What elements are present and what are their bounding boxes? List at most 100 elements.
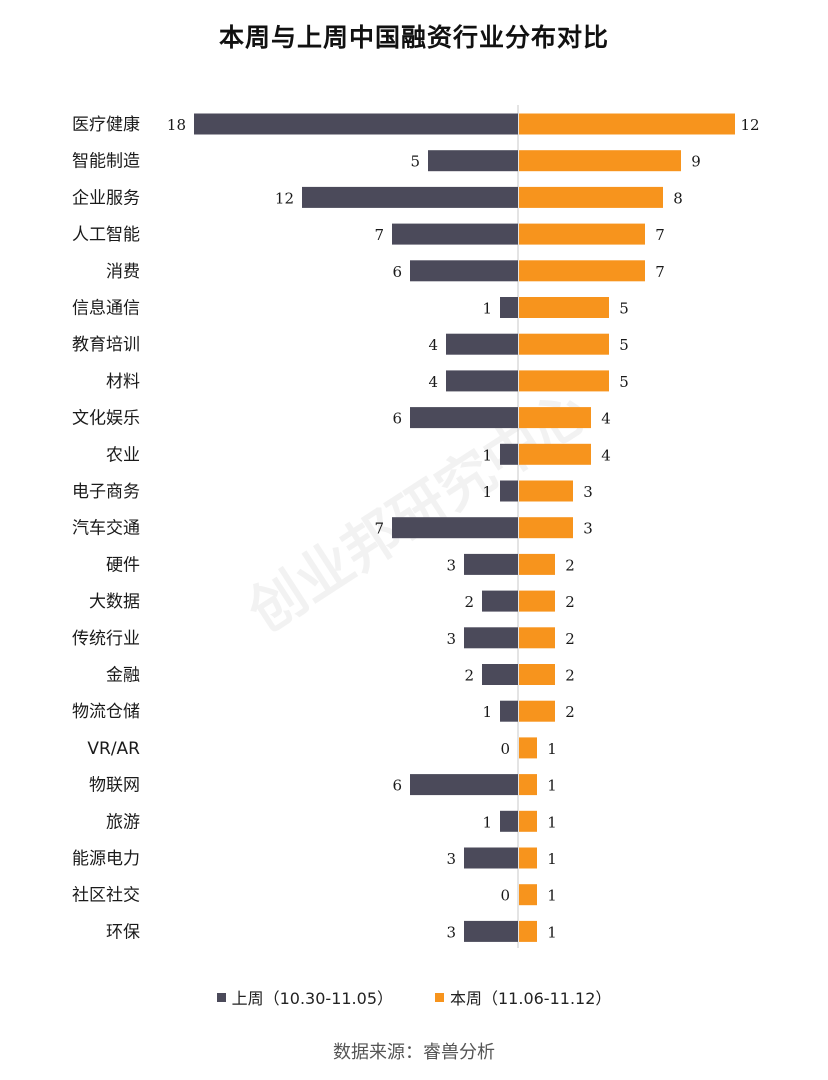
bar-this-week: [519, 590, 555, 612]
bar-this-week: [519, 737, 537, 759]
bar-this-week: [519, 297, 609, 318]
bar-last-week: [500, 443, 518, 465]
value-label-this-week: 5: [619, 300, 629, 318]
value-label-this-week: 1: [547, 777, 557, 795]
bar-last-week: [446, 333, 518, 355]
category-label: 文化娱乐: [72, 409, 140, 429]
bar-last-week: [500, 297, 518, 318]
value-label-last-week: 4: [428, 336, 438, 354]
category-label: 旅游: [106, 812, 140, 832]
category-label: VR/AR: [87, 739, 140, 759]
category-label: 大数据: [89, 592, 140, 612]
category-label: 能源电力: [72, 849, 140, 869]
value-label-this-week: 1: [547, 887, 557, 905]
value-label-last-week: 6: [392, 410, 402, 428]
value-label-last-week: 1: [482, 483, 492, 501]
category-label: 硬件: [106, 555, 140, 575]
value-label-this-week: 1: [547, 740, 557, 758]
value-label-this-week: 7: [655, 263, 665, 281]
category-labels: 医疗健康智能制造企业服务人工智能消费信息通信教育培训材料文化娱乐农业电子商务汽车…: [72, 115, 140, 942]
value-label-last-week: 0: [500, 887, 510, 905]
value-label-last-week: 3: [446, 923, 456, 941]
value-label-this-week: 4: [601, 410, 611, 428]
value-label-this-week: 2: [565, 556, 575, 574]
bar-this-week: [519, 774, 537, 796]
value-label-last-week: 3: [446, 630, 456, 648]
value-label-last-week: 0: [500, 740, 510, 758]
bar-last-week: [410, 774, 518, 796]
bar-last-week: [410, 407, 518, 429]
bar-this-week: [519, 407, 591, 429]
bar-this-week: [519, 700, 555, 722]
bar-this-week: [519, 333, 609, 355]
value-label-last-week: 1: [482, 703, 492, 721]
category-label: 物流仓储: [72, 702, 140, 722]
bar-this-week: [519, 884, 537, 906]
value-label-this-week: 4: [601, 446, 611, 464]
value-label-last-week: 1: [482, 300, 492, 318]
legend-swatch-last-week: [216, 992, 226, 1002]
bar-last-week: [392, 517, 518, 539]
value-label-last-week: 1: [482, 446, 492, 464]
value-label-last-week: 6: [392, 777, 402, 795]
value-label-last-week: 3: [446, 850, 456, 868]
value-label-this-week: 8: [673, 189, 683, 207]
bar-this-week: [519, 553, 555, 575]
value-label-this-week: 3: [583, 483, 593, 501]
bar-last-week: [464, 553, 518, 575]
value-label-last-week: 1: [482, 813, 492, 831]
bar-this-week: [519, 443, 591, 465]
category-label: 材料: [106, 372, 140, 392]
value-label-last-week: 7: [374, 226, 384, 244]
value-label-last-week: 2: [464, 593, 474, 611]
value-label-last-week: 4: [428, 373, 438, 391]
bar-this-week: [519, 223, 645, 245]
series-this-week-bars: [519, 113, 735, 942]
bar-last-week: [302, 186, 518, 208]
value-label-this-week: 2: [565, 703, 575, 721]
value-label-this-week: 1: [547, 850, 557, 868]
legend-swatch-this-week: [435, 992, 444, 1002]
category-label: 农业: [106, 445, 140, 465]
value-label-last-week: 12: [275, 189, 294, 207]
bar-this-week: [519, 150, 681, 172]
legend-label-this-week: 本周（11.06-11.12）: [450, 989, 612, 1008]
bar-this-week: [519, 517, 573, 539]
bar-this-week: [519, 627, 555, 649]
value-label-last-week: 2: [464, 667, 474, 685]
legend-label-last-week: 上周（10.30-11.05）: [231, 989, 393, 1008]
category-label: 金融: [106, 666, 140, 686]
value-label-this-week: 7: [655, 226, 665, 244]
value-label-this-week: 5: [619, 373, 629, 391]
category-label: 智能制造: [72, 152, 140, 172]
legend-item-last-week: 上周（10.30-11.05）: [216, 985, 393, 1009]
bar-last-week: [482, 590, 518, 612]
bar-last-week: [464, 627, 518, 649]
category-label: 汽车交通: [72, 519, 140, 539]
bar-last-week: [428, 150, 518, 172]
value-label-last-week: 6: [392, 263, 402, 281]
chart-title: 本周与上周中国融资行业分布对比: [218, 23, 609, 52]
category-label: 教育培训: [72, 335, 140, 355]
category-label: 物联网: [89, 776, 140, 796]
bar-this-week: [519, 186, 663, 208]
source-note: 数据来源：睿兽分析: [333, 1042, 495, 1063]
bar-this-week: [519, 260, 645, 282]
category-label: 信息通信: [72, 299, 140, 319]
value-label-this-week: 9: [691, 153, 701, 171]
value-label-last-week: 3: [446, 556, 456, 574]
bar-last-week: [464, 920, 518, 942]
bar-last-week: [194, 113, 518, 135]
bar-this-week: [519, 113, 735, 135]
bar-last-week: [464, 847, 518, 869]
value-label-this-week: 5: [619, 336, 629, 354]
value-label-this-week: 1: [547, 923, 557, 941]
category-label: 电子商务: [72, 482, 140, 502]
value-label-last-week: 18: [167, 116, 186, 134]
category-label: 社区社交: [72, 886, 140, 906]
category-label: 传统行业: [72, 629, 140, 649]
chart-plot: 医疗健康智能制造企业服务人工智能消费信息通信教育培训材料文化娱乐农业电子商务汽车…: [72, 105, 760, 948]
value-label-this-week: 12: [740, 116, 759, 134]
